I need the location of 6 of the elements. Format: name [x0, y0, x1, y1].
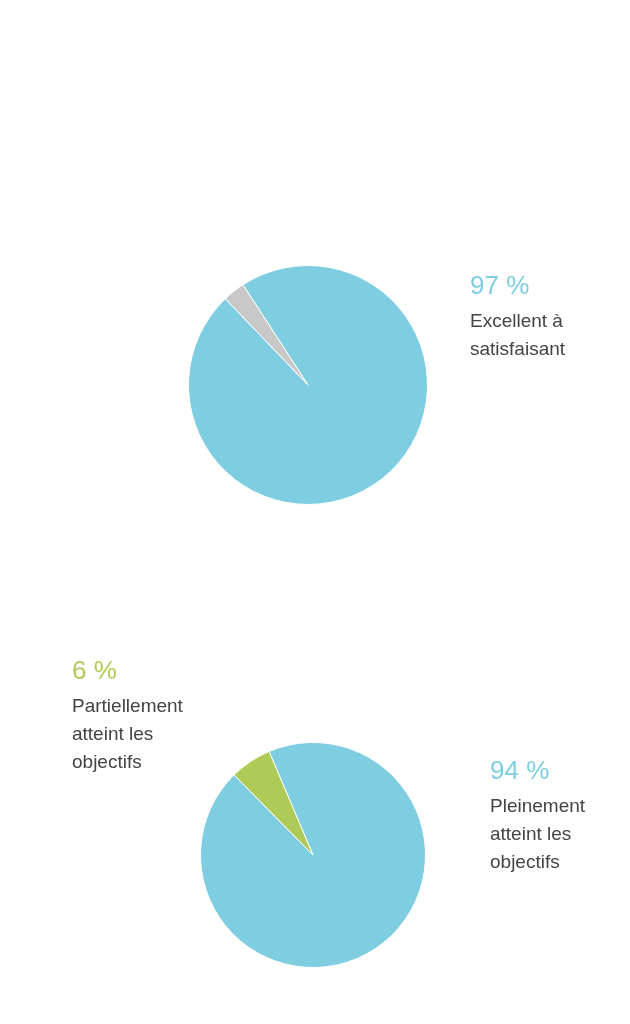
slice-label: Excellent à satisfaisant [470, 309, 567, 361]
slice-label: Partiellement atteint les objectifs [72, 694, 184, 774]
slice-label: Pleinement atteint les objectifs [490, 794, 587, 874]
data-label: 97 % [470, 270, 531, 301]
data-label: 6 % [72, 655, 118, 686]
data-label: 94 % [490, 755, 551, 786]
